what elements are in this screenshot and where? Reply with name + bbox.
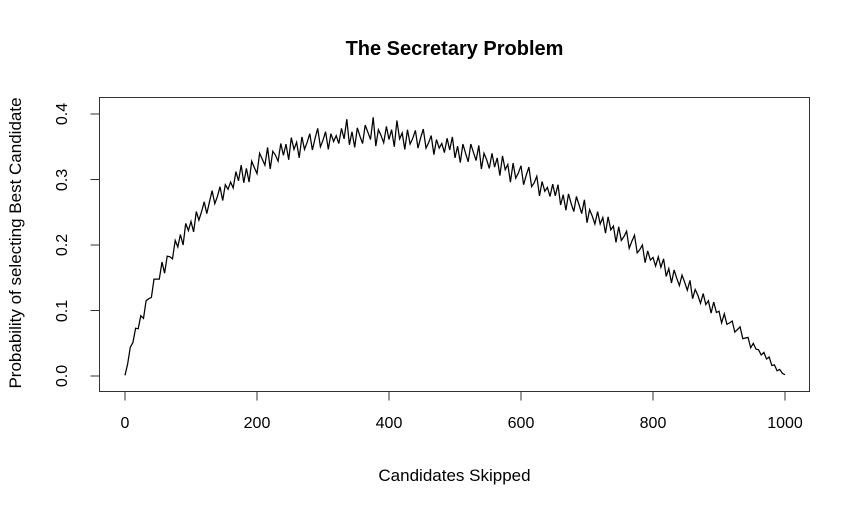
x-axis-title: Candidates Skipped	[378, 466, 531, 485]
x-tick-label: 1000	[767, 415, 803, 432]
y-tick-label: 0.0	[54, 364, 71, 388]
y-tick-label: 0.4	[54, 102, 71, 126]
x-tick-label: 0	[120, 415, 130, 432]
probability-line	[124, 117, 786, 376]
y-tick-label: 0.1	[54, 299, 71, 322]
x-tick-label: 600	[507, 415, 535, 432]
x-tick-label: 800	[639, 415, 667, 432]
x-tick-label: 400	[375, 415, 403, 432]
y-tick-label: 0.3	[54, 168, 71, 191]
y-tick-label: 0.2	[54, 233, 71, 257]
x-tick-label: 200	[243, 415, 271, 432]
chart-title: The Secretary Problem	[345, 38, 564, 60]
plot-box	[99, 97, 810, 392]
